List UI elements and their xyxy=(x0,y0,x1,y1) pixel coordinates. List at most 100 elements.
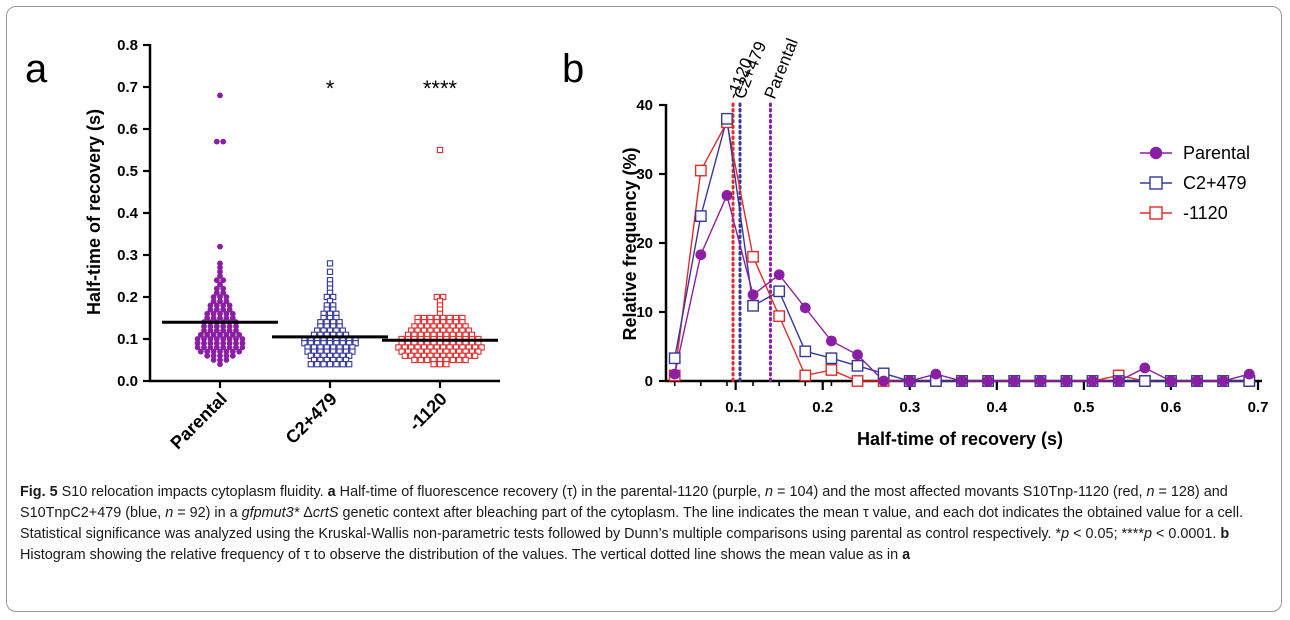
panel-a-point xyxy=(326,298,334,305)
panel-a-point xyxy=(217,331,223,338)
panel-a-point xyxy=(417,323,424,330)
caption-text: < 0.05; **** xyxy=(1069,526,1144,542)
panel-a-point xyxy=(239,344,246,351)
panel-a-x-ticks: Parental C2+479 -1120 xyxy=(166,381,451,453)
panel-b-series-point xyxy=(825,364,838,376)
panel-a-point xyxy=(307,340,314,347)
panel-a-point xyxy=(210,352,217,359)
panel-a-point xyxy=(314,361,321,368)
panel-a-point xyxy=(310,348,318,355)
panel-a-point xyxy=(207,306,214,313)
panel-a-point xyxy=(204,331,211,338)
panel-a-point xyxy=(478,344,485,351)
panel-a-point xyxy=(323,323,330,330)
panel-a-point xyxy=(314,352,321,359)
panel-b-legend: Parental C2+479 -1120 xyxy=(1140,143,1250,223)
panel-a-point xyxy=(320,361,327,368)
panel-a-point xyxy=(217,298,223,305)
panel-a-point xyxy=(333,340,340,347)
panel-a-point xyxy=(323,356,330,364)
panel-a-point xyxy=(433,319,440,326)
panel-a-point xyxy=(433,352,440,359)
panel-b-series-point xyxy=(825,352,838,365)
panel-b-series-point xyxy=(799,369,812,382)
panel-a-category-label: Parental xyxy=(166,389,230,453)
panel-b-y-tick-label: 30 xyxy=(636,166,653,183)
panel-a-point xyxy=(420,352,428,359)
panel-a-point xyxy=(201,323,207,330)
panel-b-series-point xyxy=(694,164,707,177)
panel-a-point xyxy=(408,344,415,351)
panel-a-point xyxy=(207,302,214,309)
panel-b-series-point xyxy=(1061,375,1072,387)
panel-b-series-line xyxy=(674,193,1250,382)
panel-a-point xyxy=(411,323,418,330)
legend-marker xyxy=(1149,176,1163,190)
panel-a-point xyxy=(333,327,340,334)
panel-a-point xyxy=(204,352,211,359)
panel-a-point xyxy=(465,344,472,351)
panel-b-series-point xyxy=(773,285,786,298)
panel-a-point xyxy=(446,344,453,351)
panel-a-point xyxy=(436,361,444,368)
panel-a-point xyxy=(456,348,463,355)
panel-a-point xyxy=(207,323,214,330)
panel-a-point xyxy=(223,352,230,359)
caption-var: p xyxy=(1061,526,1070,542)
panel-a-y-tick-label: 0.2 xyxy=(117,289,138,306)
panel-a-point xyxy=(449,348,456,355)
panel-a-point xyxy=(339,352,346,359)
panel-a-point xyxy=(468,348,476,355)
panel-a-point xyxy=(452,344,460,351)
panel-b-series-point xyxy=(747,289,759,301)
panel-a-point xyxy=(213,306,220,313)
panel-b-series-point xyxy=(747,250,759,263)
panel-a-point xyxy=(330,293,337,301)
panel-b-series-point xyxy=(1008,375,1020,387)
panel-a-point xyxy=(307,361,314,368)
panel-a-point xyxy=(236,348,243,355)
panel-a-point xyxy=(424,348,431,355)
panel-a-point xyxy=(220,138,227,145)
panel-b-x-axis-title: Half-time of recovery (s) xyxy=(857,429,1063,449)
panel-a-point xyxy=(336,323,343,330)
panel-a-point xyxy=(417,356,424,364)
panel-a-point xyxy=(462,323,469,330)
panel-a-point xyxy=(333,361,340,368)
panel-a-point xyxy=(411,348,418,355)
panel-a-point xyxy=(446,327,453,334)
panel-a-point xyxy=(456,323,463,330)
panel-b-series-point xyxy=(1191,375,1203,387)
panel-a-point xyxy=(452,327,460,334)
panel-a-point xyxy=(207,340,214,347)
panel-a-point xyxy=(326,340,334,347)
panel-b-x-tick-label: 0.4 xyxy=(986,399,1008,416)
panel-a-point xyxy=(456,356,463,364)
panel-a-point xyxy=(346,361,353,368)
panel-b-series-point xyxy=(668,352,681,365)
panel-b-series-point xyxy=(852,349,863,361)
caption-text: genetic context after bleaching part of … xyxy=(20,505,1244,542)
panel-a-point xyxy=(223,294,230,300)
panel-a-point xyxy=(317,348,324,355)
panel-b-y-tick-label: 0 xyxy=(645,373,653,390)
panel-b-series xyxy=(668,112,1256,387)
panel-a-point xyxy=(427,319,434,326)
panel-b-x-tick-label: 0.5 xyxy=(1073,399,1094,416)
panel-a-point xyxy=(330,356,337,364)
panel-a-point xyxy=(217,361,223,368)
panel-a-point xyxy=(446,319,453,326)
caption-title: S10 relocation impacts cytoplasm fluidit… xyxy=(61,484,324,500)
panel-a-point xyxy=(226,327,233,334)
panel-a-point xyxy=(217,310,223,317)
panel-a-point xyxy=(207,327,214,334)
panel-a-point xyxy=(349,348,356,355)
panel-a-point xyxy=(443,348,450,355)
panel-a-point xyxy=(320,340,327,347)
panel-a-point xyxy=(326,289,334,296)
panel-a-point xyxy=(336,356,343,364)
panel-b-x-tick-label: 0.1 xyxy=(725,399,746,416)
panel-a-point xyxy=(233,336,239,342)
panel-a-point xyxy=(233,340,239,347)
panel-a-point xyxy=(459,319,466,326)
